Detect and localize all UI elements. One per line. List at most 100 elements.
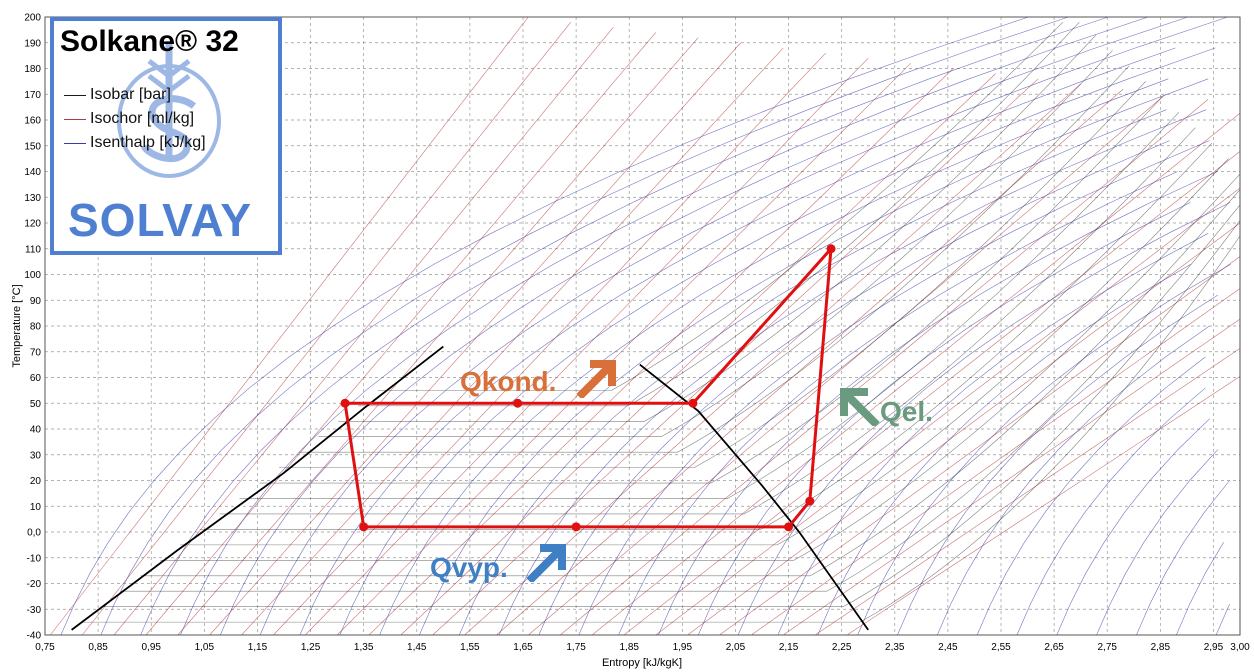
arrow-up-right-icon xyxy=(576,360,616,398)
cycle-point xyxy=(340,398,350,408)
y-tick-label: 50 xyxy=(30,399,42,410)
cycle-layer xyxy=(340,244,836,532)
x-tick-label: 2,85 xyxy=(1151,642,1171,653)
isenthalp-line xyxy=(1056,418,1210,636)
x-tick-label: 2,45 xyxy=(938,642,958,653)
plot-frame xyxy=(44,16,1241,636)
cycle-point xyxy=(571,522,581,532)
legend-title: Solkane® 32 xyxy=(60,25,239,58)
isochor-line xyxy=(241,47,784,636)
isobar-line xyxy=(81,235,1241,623)
isobar-line xyxy=(219,127,1196,515)
isochor-line xyxy=(336,63,911,636)
isobar-line xyxy=(358,21,1080,407)
y-tick-label: -10 xyxy=(27,553,42,564)
isenthalp-line xyxy=(379,78,1169,636)
legend-label: Isenthalp [kJ/kg] xyxy=(90,134,206,151)
x-tick-label: 1,05 xyxy=(195,642,215,653)
x-tick-label: 1,65 xyxy=(513,642,533,653)
isenthalp-line xyxy=(937,325,1210,636)
isochor-line xyxy=(305,57,869,636)
isobar-line xyxy=(120,204,1241,592)
x-tick-label: 2,95 xyxy=(1204,642,1224,653)
isenthalp-line xyxy=(220,16,1188,636)
isenthalp-line xyxy=(857,263,1231,636)
annotation-label: Qel. xyxy=(880,396,933,427)
isochor-line xyxy=(783,318,1241,636)
isenthalp-line xyxy=(259,16,1228,636)
y-tick-label: -30 xyxy=(27,605,42,616)
x-tick-label: 1,55 xyxy=(460,642,480,653)
x-tick-label: 2,15 xyxy=(779,642,799,653)
cycle-point xyxy=(805,496,815,506)
isobar-line xyxy=(239,112,1180,499)
cycle-point xyxy=(513,398,523,408)
property-lines xyxy=(50,16,1241,636)
annotation-label: Qvyp. xyxy=(430,552,508,583)
isochor-line xyxy=(273,52,826,636)
isochor-line xyxy=(623,151,1241,636)
y-tick-label: 70 xyxy=(30,347,42,358)
y-tick-label: 160 xyxy=(24,116,41,127)
x-tick-label: 1,95 xyxy=(673,642,693,653)
brand-logo: SOLVAY xyxy=(68,194,253,246)
isobar-swatch xyxy=(64,94,86,96)
isochor-line xyxy=(559,99,1209,636)
isenthalp-swatch xyxy=(64,142,86,144)
y-tick-label: 110 xyxy=(25,244,41,255)
isenthalp-line xyxy=(1016,387,1206,636)
isochor-line xyxy=(368,68,954,636)
x-tick-label: 1,85 xyxy=(619,642,639,653)
legend: Solkane® 32 Isobar [bar] Isochor [ml/kg]… xyxy=(50,17,282,255)
x-tick-label: 2,75 xyxy=(1097,642,1117,653)
x-tick-label: 0,75 xyxy=(35,642,55,653)
isochor-line xyxy=(81,21,572,636)
y-tick-label: 200 xyxy=(24,13,41,24)
legend-label: Isochor [ml/kg] xyxy=(90,110,195,127)
y-tick-label: 150 xyxy=(24,141,41,152)
saturation-dome xyxy=(71,345,869,631)
saturation-line-vapor xyxy=(639,363,869,631)
isenthalp-line xyxy=(299,47,1176,636)
y-tick-label: -20 xyxy=(27,579,42,590)
isenthalp-line xyxy=(737,202,1231,636)
x-tick-label: 1,15 xyxy=(248,642,268,653)
isobar-line xyxy=(377,21,1064,391)
isobar-line xyxy=(298,65,1130,453)
isenthalp-line xyxy=(698,202,1191,636)
y-tick-label: 90 xyxy=(30,296,42,307)
cycle-point xyxy=(359,522,369,532)
isenthalp-line xyxy=(1136,480,1230,636)
y-tick-label: 80 xyxy=(30,322,42,333)
isobar-line xyxy=(140,189,1241,577)
x-tick-label: 1,75 xyxy=(566,642,586,653)
y-tick-label: 130 xyxy=(24,193,41,204)
tick-labels: 0,75 0,85 0,95 1,05 1,15 1,25 1,35 1,45 1,55 1,65… xyxy=(24,13,1250,654)
x-tick-label: 2,55 xyxy=(991,642,1011,653)
x-tick-label: 1,45 xyxy=(407,642,427,653)
x-axis-label: Entropy [kJ/kgK] xyxy=(602,657,682,669)
y-axis-label: Temperature [°C] xyxy=(11,284,23,367)
y-tick-label: -40 xyxy=(27,631,42,642)
isenthalp-line xyxy=(976,356,1206,636)
arrow-up-right-icon xyxy=(526,544,566,582)
isobar-line xyxy=(338,34,1097,422)
isochor-line xyxy=(209,42,741,636)
y-tick-label: 170 xyxy=(24,90,41,101)
isobar-line xyxy=(199,142,1213,530)
isochor-line xyxy=(751,288,1241,636)
annotation-label: Qkond. xyxy=(460,366,557,397)
cycle-point xyxy=(784,522,794,532)
x-tick-label: 2,65 xyxy=(1044,642,1064,653)
y-tick-label: 180 xyxy=(24,64,41,75)
x-tick-label: 2,25 xyxy=(832,642,852,653)
logo-seal xyxy=(117,41,221,178)
y-tick-label: 40 xyxy=(30,425,42,436)
isenthalp-line xyxy=(419,78,1209,636)
y-tick-label: 30 xyxy=(30,450,42,461)
isochor-swatch xyxy=(64,118,86,120)
isochor-line xyxy=(113,27,614,636)
isobar-line xyxy=(180,158,1229,546)
isochor-line xyxy=(687,222,1241,636)
y-tick-label: 60 xyxy=(30,373,42,384)
